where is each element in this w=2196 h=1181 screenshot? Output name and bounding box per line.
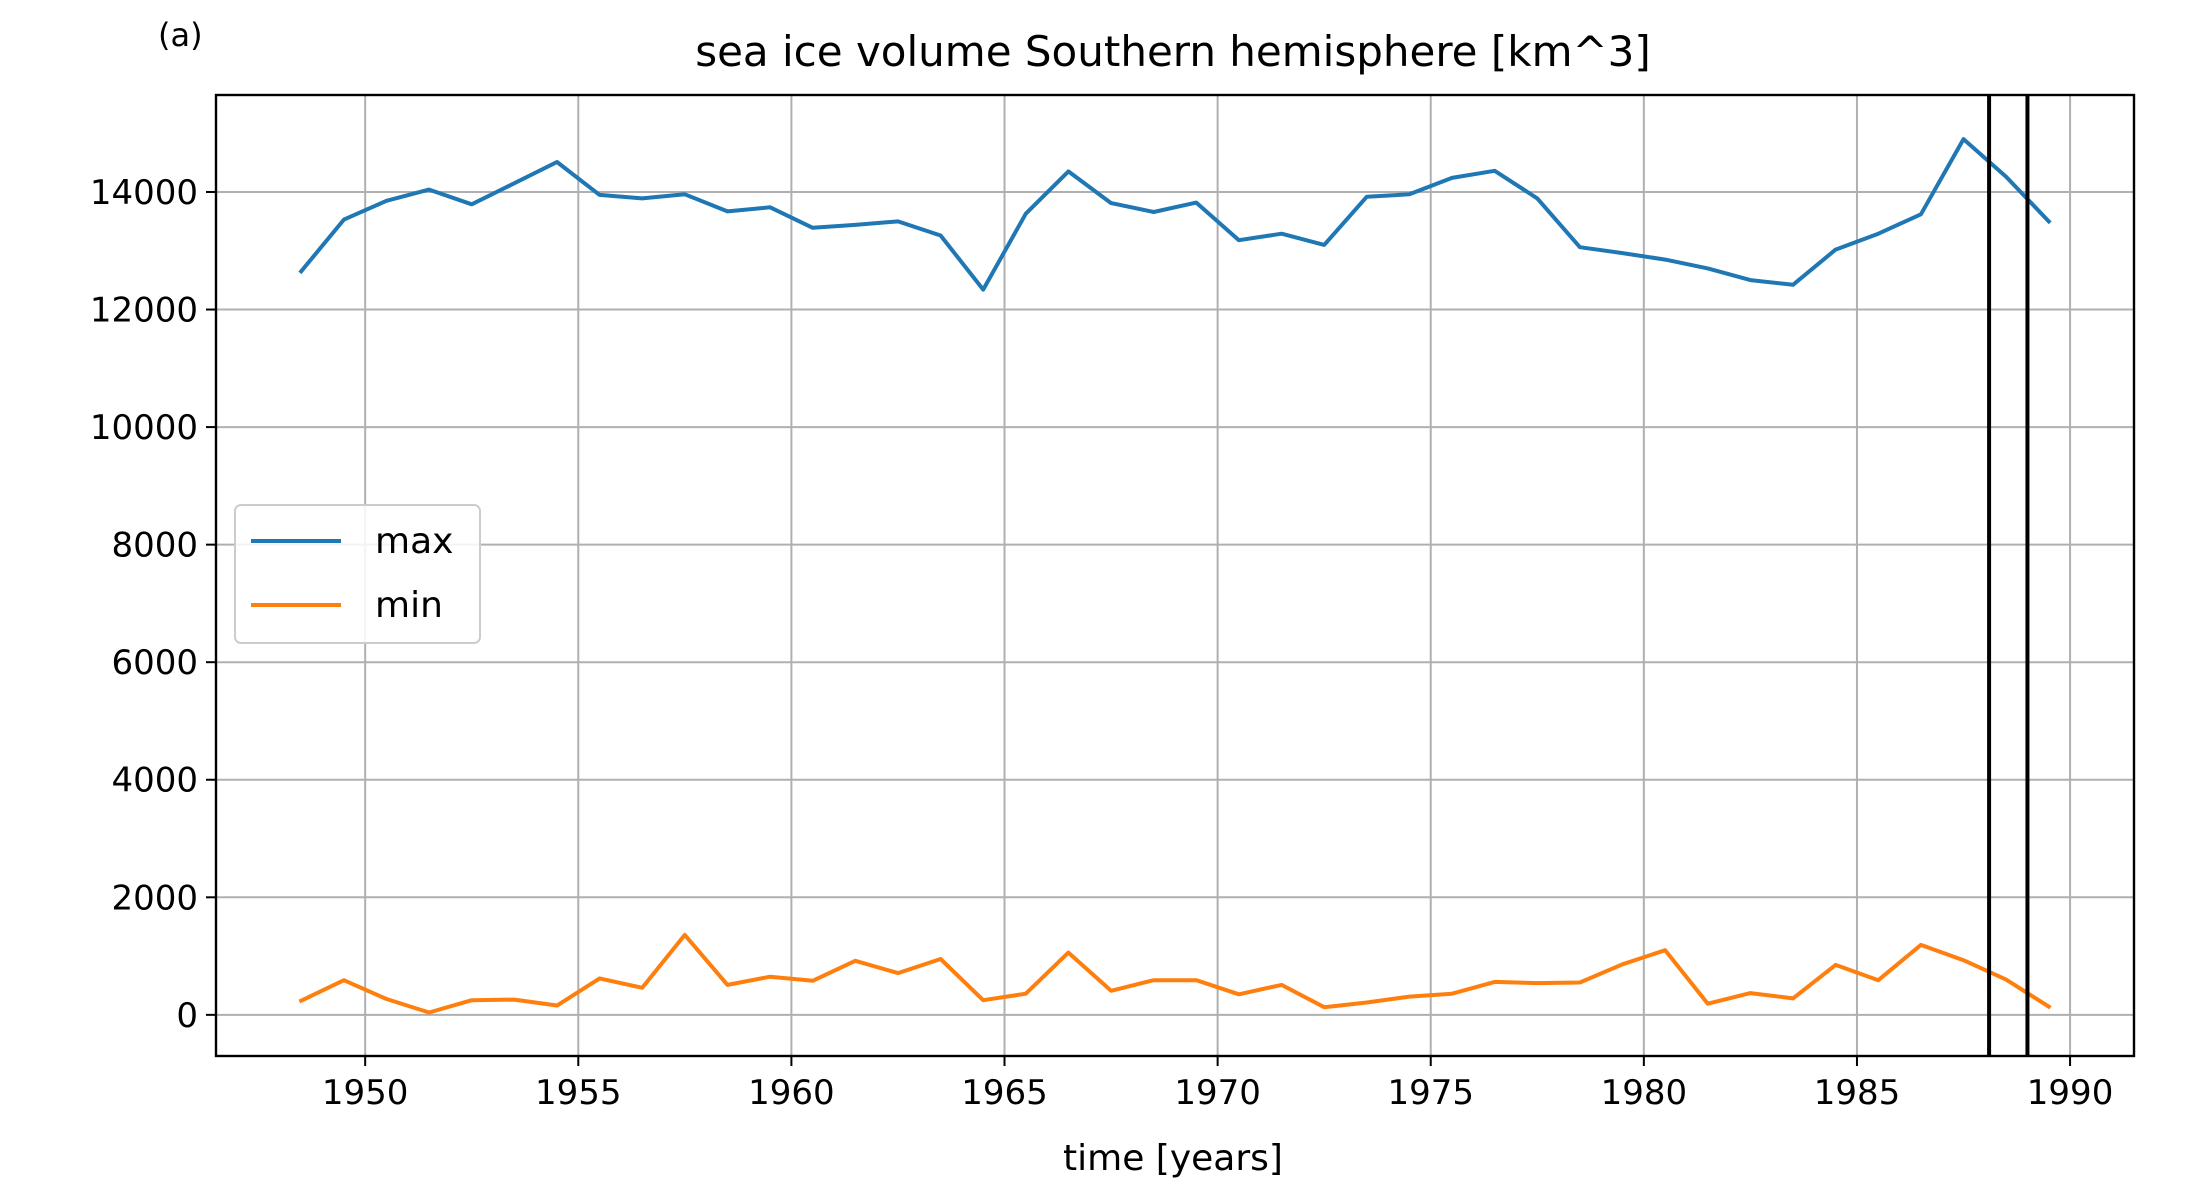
legend-label-min: min xyxy=(375,585,443,626)
grid xyxy=(216,95,2134,1056)
y-tick-label: 4000 xyxy=(111,761,198,801)
chart-title: sea ice volume Southern hemisphere [km^3… xyxy=(695,27,1651,76)
legend-label-max: max xyxy=(375,521,453,562)
plot-area xyxy=(298,137,2052,1015)
panel-label: (a) xyxy=(158,16,203,54)
x-axis: 1950 1955 1960 1965 1970 1975 1980 1985 1990 xyxy=(322,1056,2113,1113)
y-tick-label: 2000 xyxy=(111,878,198,918)
x-tick-label: 1955 xyxy=(535,1073,622,1113)
legend: max min xyxy=(234,504,481,644)
x-tick-label: 1965 xyxy=(961,1073,1048,1113)
y-tick-label: 6000 xyxy=(111,643,198,683)
y-tick-label: 10000 xyxy=(90,408,198,448)
y-tick-label: 8000 xyxy=(111,526,198,566)
x-tick-label: 1950 xyxy=(322,1073,409,1113)
x-axis-label: time [years] xyxy=(1063,1138,1283,1179)
series-line-min xyxy=(298,932,2052,1015)
x-tick-label: 1975 xyxy=(1387,1073,1474,1113)
x-tick-label: 1960 xyxy=(748,1073,835,1113)
y-tick-label: 0 xyxy=(176,996,198,1036)
y-tick-label: 14000 xyxy=(90,173,198,213)
y-axis: 0 2000 4000 6000 8000 10000 12000 14000 xyxy=(90,173,216,1036)
axes-frame xyxy=(214,93,2136,1058)
x-tick-label: 1970 xyxy=(1174,1073,1261,1113)
x-tick-label: 1990 xyxy=(2027,1073,2114,1113)
series-line-max xyxy=(298,137,2052,292)
vertical-markers xyxy=(1987,95,2030,1056)
x-tick-label: 1980 xyxy=(1601,1073,1688,1113)
y-tick-label: 12000 xyxy=(90,291,198,331)
x-tick-label: 1985 xyxy=(1814,1073,1901,1113)
